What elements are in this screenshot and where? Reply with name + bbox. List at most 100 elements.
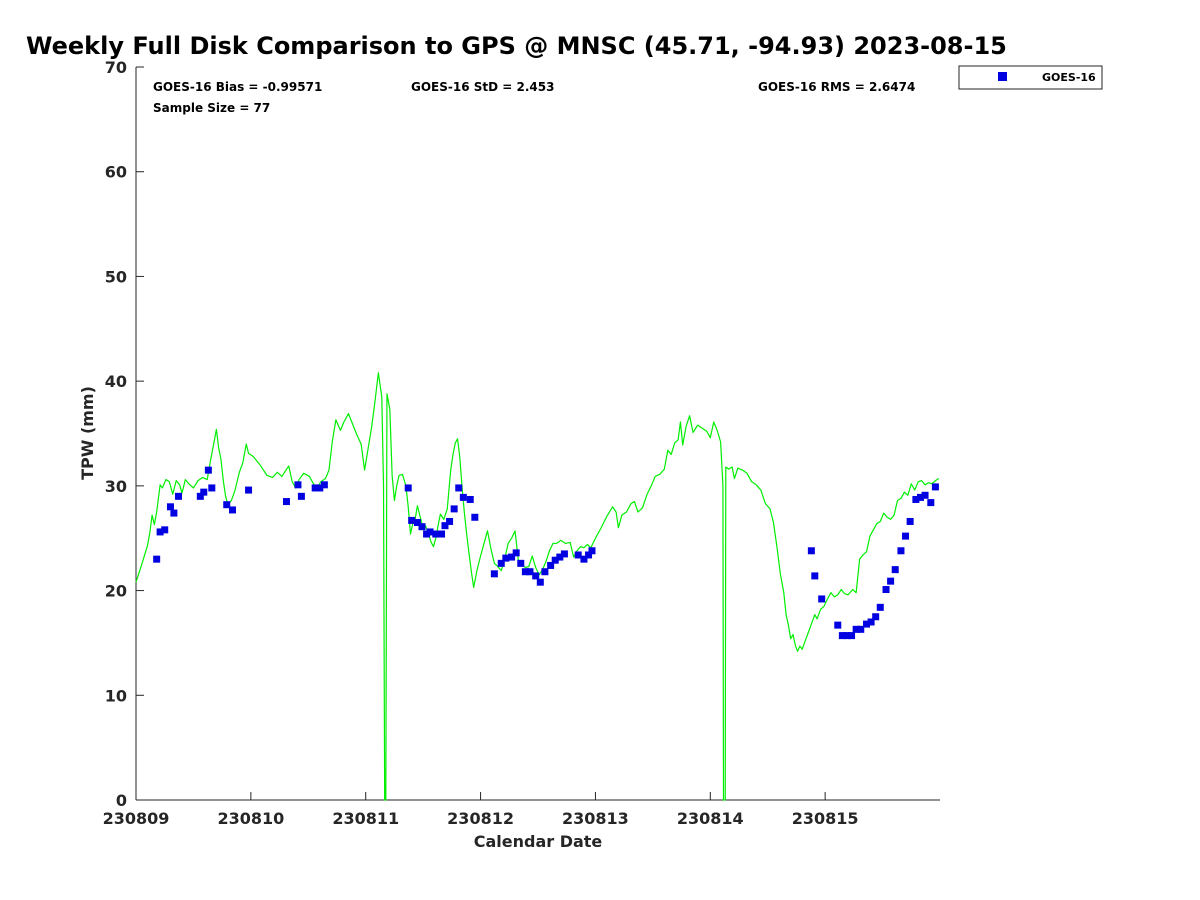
data-point	[906, 517, 914, 525]
data-point	[418, 523, 426, 531]
data-point	[450, 505, 458, 513]
data-point	[441, 522, 449, 530]
data-point	[560, 550, 568, 558]
data-point	[245, 486, 253, 494]
x-tick-label: 230810	[217, 809, 284, 828]
x-tick-label: 230812	[447, 809, 514, 828]
data-point	[297, 492, 305, 500]
data-point	[921, 491, 929, 499]
x-tick-label: 230814	[677, 809, 744, 828]
data-point	[843, 632, 851, 640]
data-point	[838, 632, 846, 640]
y-ticks: 0 10 20 30 40 50 60 70	[105, 58, 144, 810]
data-point	[294, 481, 302, 489]
data-point	[931, 483, 939, 491]
y-tick-label: 50	[105, 267, 127, 286]
data-point	[161, 526, 169, 534]
data-point	[532, 572, 540, 580]
data-point	[471, 513, 479, 521]
data-point	[426, 528, 434, 536]
data-point	[927, 499, 935, 507]
data-point	[588, 547, 596, 555]
data-point	[551, 556, 559, 564]
data-point	[153, 555, 161, 563]
stat-bias: GOES-16 Bias = -0.99571	[153, 80, 322, 94]
data-point	[196, 492, 204, 500]
data-point	[282, 498, 290, 506]
data-point	[891, 566, 899, 574]
data-point	[502, 554, 510, 562]
data-point	[897, 547, 905, 555]
data-point	[208, 484, 216, 492]
data-point	[848, 632, 856, 640]
y-tick-label: 60	[105, 163, 127, 182]
data-point	[580, 555, 588, 563]
data-point	[526, 568, 534, 576]
data-point	[547, 561, 555, 569]
x-ticks: 230809 230810 230811 230812 230813 230814 2308…	[103, 792, 859, 828]
data-point	[404, 484, 412, 492]
data-point	[455, 484, 463, 492]
data-point	[912, 495, 920, 503]
y-tick-label: 70	[105, 58, 127, 77]
series-layer	[135, 372, 940, 801]
data-point	[807, 547, 815, 555]
data-point	[438, 530, 446, 538]
data-point	[585, 551, 593, 559]
data-point	[536, 578, 544, 586]
y-tick-label: 10	[105, 686, 127, 705]
data-point	[512, 549, 520, 557]
data-point	[466, 495, 474, 503]
data-point	[490, 570, 498, 578]
plot-area: 230809 230810 230811 230812 230813 230814 2308…	[103, 58, 940, 828]
data-point	[170, 509, 178, 517]
data-point	[166, 503, 174, 511]
data-point	[508, 553, 516, 561]
data-point	[876, 603, 884, 611]
series-points-goes-16	[153, 466, 939, 640]
data-point	[811, 572, 819, 580]
stat-rms: GOES-16 RMS = 2.6474	[758, 80, 915, 94]
data-point	[882, 586, 890, 594]
legend-marker-goes16	[998, 72, 1007, 81]
data-point	[867, 618, 875, 626]
data-point	[446, 517, 454, 525]
data-point	[408, 516, 416, 524]
data-point	[223, 501, 231, 509]
data-point	[834, 621, 842, 629]
data-point	[887, 577, 895, 585]
y-tick-label: 0	[116, 791, 127, 810]
data-point	[228, 506, 236, 514]
data-point	[200, 488, 208, 496]
chart-title: Weekly Full Disk Comparison to GPS @ MNS…	[26, 32, 1007, 60]
data-point	[862, 620, 870, 628]
data-point	[521, 568, 529, 576]
data-point	[316, 484, 324, 492]
y-axis-label: TPW (mm)	[78, 386, 97, 480]
data-point	[916, 493, 924, 501]
legend-label-goes16: GOES-16	[1042, 71, 1096, 84]
y-tick-label: 20	[105, 582, 127, 601]
data-point	[902, 532, 910, 540]
data-point	[857, 625, 865, 633]
stat-sample-size: Sample Size = 77	[153, 101, 270, 115]
x-tick-label: 230813	[562, 809, 629, 828]
data-point	[574, 551, 582, 559]
data-point	[311, 484, 319, 492]
data-point	[852, 625, 860, 633]
stat-std: GOES-16 StD = 2.453	[411, 80, 554, 94]
data-point	[541, 568, 549, 576]
data-point	[459, 493, 467, 501]
legend-box	[958, 65, 1103, 90]
plot-frame	[136, 67, 940, 800]
x-tick-label: 230811	[332, 809, 399, 828]
x-axis-label: Calendar Date	[474, 832, 603, 851]
data-point	[320, 481, 328, 489]
data-point	[872, 613, 880, 621]
data-point	[556, 553, 564, 561]
data-point	[175, 492, 182, 500]
y-tick-label: 40	[105, 372, 127, 391]
data-point	[818, 595, 826, 603]
data-point	[517, 559, 525, 567]
